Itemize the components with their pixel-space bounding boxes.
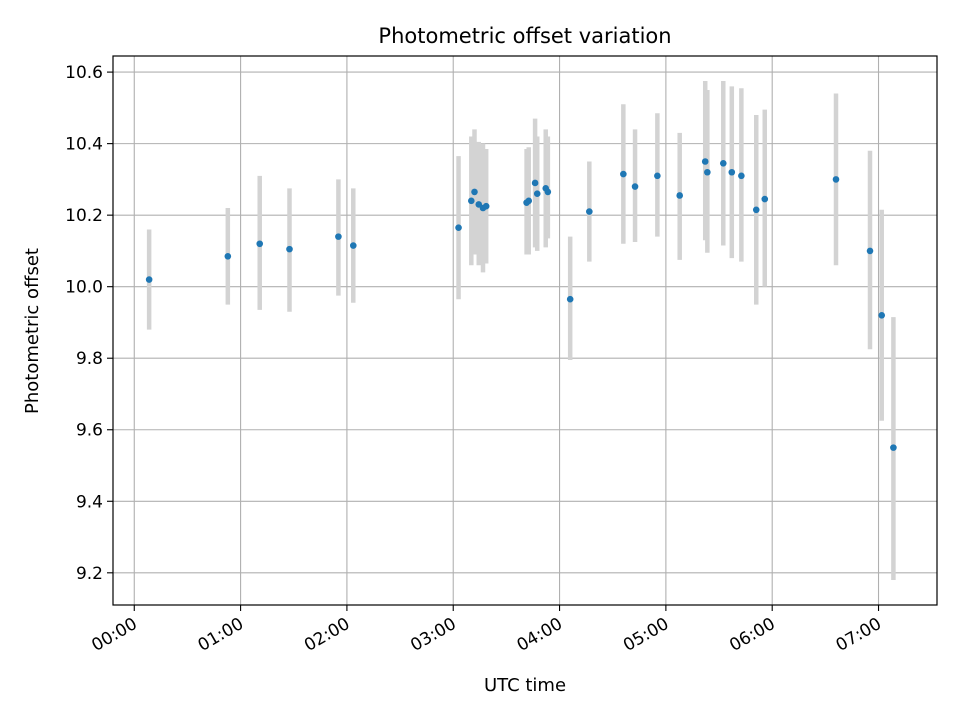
data-point xyxy=(566,295,574,303)
data-point xyxy=(631,183,639,190)
data-point xyxy=(482,202,490,210)
data-point xyxy=(738,172,745,180)
data-point xyxy=(761,195,769,203)
data-point xyxy=(701,158,709,165)
data-point xyxy=(832,176,840,183)
x-axis-label: UTC time xyxy=(484,675,566,696)
data-point xyxy=(890,444,897,451)
y-tick-label: 10.2 xyxy=(65,206,103,226)
plot-area xyxy=(112,55,938,606)
data-point xyxy=(286,245,293,253)
data-point xyxy=(676,192,683,199)
data-point xyxy=(620,170,627,178)
plot-background xyxy=(113,56,937,605)
data-point xyxy=(468,197,475,205)
data-point xyxy=(525,197,533,205)
data-point xyxy=(654,172,661,180)
data-point xyxy=(256,240,264,248)
data-point xyxy=(866,247,874,255)
data-point xyxy=(224,252,232,260)
chart-title: Photometric offset variation xyxy=(378,24,671,48)
y-tick-label: 9.8 xyxy=(76,349,103,369)
data-point xyxy=(586,208,593,215)
data-point xyxy=(704,168,711,176)
y-tick-label: 10.4 xyxy=(65,135,103,155)
data-point xyxy=(531,179,539,187)
plot-frame xyxy=(112,55,938,606)
data-point xyxy=(533,190,541,197)
data-point xyxy=(145,276,153,283)
y-tick-label: 10.6 xyxy=(65,63,103,83)
data-point xyxy=(335,233,342,240)
y-tick-label: 10.0 xyxy=(65,278,103,298)
y-axis-ticks: 9.2 9.4 9.6 9.8 10.0 10.2 10.4 10.6 xyxy=(65,63,113,584)
data-point xyxy=(719,159,727,167)
data-point xyxy=(878,311,886,319)
data-point xyxy=(544,188,552,196)
data-points xyxy=(145,158,897,451)
data-point xyxy=(471,188,478,196)
data-point xyxy=(349,242,357,249)
data-point xyxy=(752,206,760,214)
data-point xyxy=(455,224,462,231)
y-tick-label: 9.6 xyxy=(76,421,103,441)
y-tick-label: 9.2 xyxy=(76,564,103,584)
y-axis-label: Photometric offset xyxy=(22,248,43,414)
data-point xyxy=(728,168,736,176)
y-tick-label: 9.4 xyxy=(76,492,103,512)
